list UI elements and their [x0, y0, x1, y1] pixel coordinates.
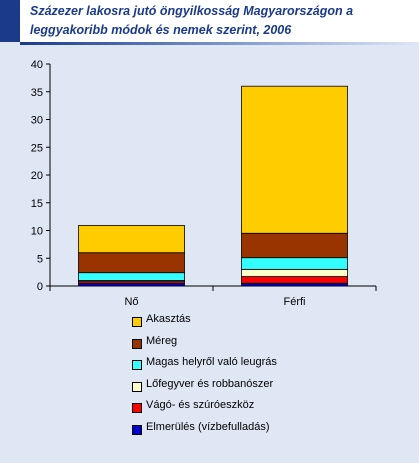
legend-swatch: [132, 381, 142, 392]
y-tick-label: 10: [31, 226, 43, 238]
legend-label: Vágó- és szúróeszköz: [146, 399, 255, 411]
bar-segment: [78, 272, 185, 281]
legend-label: Magas helyről való leugrás: [146, 356, 277, 368]
y-tick-label: 0: [37, 281, 43, 293]
legend-label: Elmerülés (vízbefulladás): [146, 420, 270, 433]
legend-swatch: [132, 338, 142, 349]
title-bar: Százezer lakosra jutó öngyilkosság Magya…: [0, 0, 419, 42]
legend-swatch: [132, 403, 142, 413]
x-category-label: Férfi: [284, 296, 306, 308]
y-tick-label: 40: [31, 59, 43, 71]
y-tick-label: 35: [31, 87, 43, 99]
bar-segment: [78, 252, 185, 274]
y-tick-label: 15: [31, 198, 43, 210]
bar-segment: [241, 232, 348, 259]
legend-label: Méreg: [146, 334, 178, 347]
bars-group: [78, 85, 348, 287]
y-axis: 0 5 10 15 20 25 30 35 40: [31, 59, 51, 293]
x-axis: Nő Férfi: [49, 285, 377, 308]
bar-segment: [241, 85, 348, 234]
y-tick-label: 5: [37, 253, 43, 265]
legend-label: Akasztás: [146, 313, 191, 325]
bar-segment: [241, 268, 348, 277]
bar-segment: [241, 257, 348, 270]
chart-title: Százezer lakosra jutó öngyilkosság Magya…: [30, 4, 354, 37]
legend-swatch: [132, 317, 142, 327]
legend-swatch: [132, 360, 142, 370]
x-category-label: Nő: [124, 296, 138, 308]
y-tick-label: 30: [31, 115, 43, 127]
y-tick-label: 20: [31, 170, 43, 182]
legend-label: Lőfegyver és robbanószer: [146, 377, 274, 390]
title-underline: [20, 42, 419, 45]
y-tick-label: 25: [31, 142, 43, 154]
bar-segment: [78, 225, 185, 254]
bar-segment: [241, 276, 348, 284]
title-accent-square: [0, 0, 20, 42]
stacked-bar-chart: 0 5 10 15 20 25 30 35 40 Nő Férfi: [31, 59, 377, 308]
legend-swatch: [132, 424, 142, 435]
